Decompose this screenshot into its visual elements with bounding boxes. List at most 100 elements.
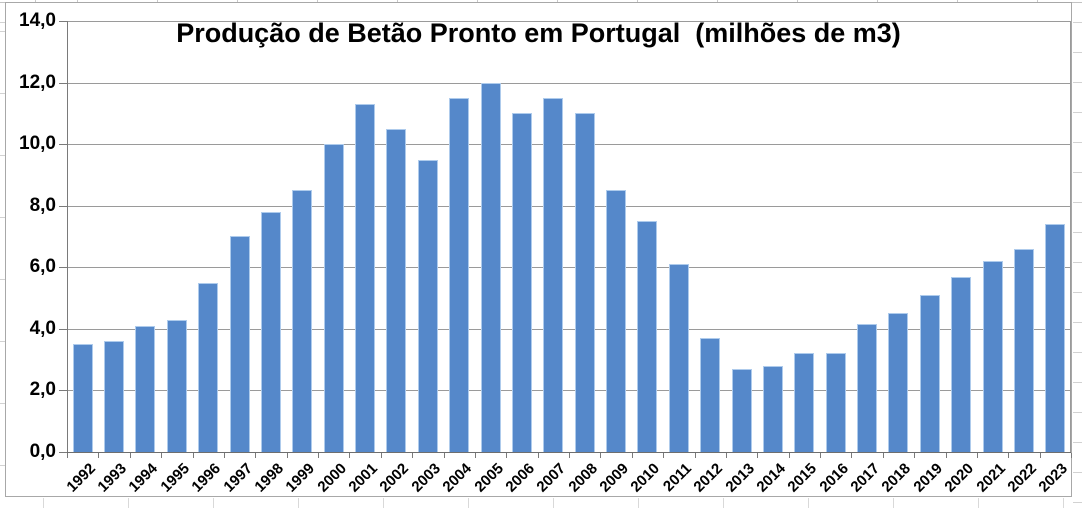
x-axis-label-2021: 2021 bbox=[973, 460, 1010, 496]
chart-title: Produção de Betão Pronto em Portugal (mi… bbox=[176, 18, 901, 48]
x-axis-tick bbox=[193, 453, 194, 458]
bar-2001 bbox=[355, 104, 375, 452]
x-axis-label-1995: 1995 bbox=[157, 460, 194, 496]
gridline-12 bbox=[67, 83, 1071, 84]
x-axis-tick bbox=[224, 453, 225, 458]
x-axis-label-2006: 2006 bbox=[502, 460, 539, 496]
x-axis-tick bbox=[98, 453, 99, 458]
x-axis-tick bbox=[726, 453, 727, 458]
x-axis-label-1998: 1998 bbox=[251, 460, 288, 496]
bar-2009 bbox=[606, 190, 626, 452]
bar-2016 bbox=[826, 353, 846, 452]
bar-1998 bbox=[261, 212, 281, 452]
x-axis-tick bbox=[349, 453, 350, 458]
x-axis-label-2003: 2003 bbox=[408, 460, 445, 496]
x-axis-label-2019: 2019 bbox=[910, 460, 947, 496]
x-axis-label-2015: 2015 bbox=[784, 460, 821, 496]
x-axis-tick bbox=[632, 453, 633, 458]
y-axis-label-6,0: 6,0 bbox=[29, 256, 56, 277]
x-axis-tick bbox=[569, 453, 570, 458]
x-axis-tick bbox=[67, 453, 68, 458]
x-axis-tick bbox=[789, 453, 790, 458]
x-axis-label-2002: 2002 bbox=[376, 460, 413, 496]
x-axis-label-2016: 2016 bbox=[816, 460, 853, 496]
x-axis-tick bbox=[757, 453, 758, 458]
x-axis-tick bbox=[318, 453, 319, 458]
y-axis-tick bbox=[59, 144, 67, 145]
y-axis-label-10,0: 10,0 bbox=[19, 133, 56, 154]
x-axis-label-1999: 1999 bbox=[282, 460, 319, 496]
y-axis-label-8,0: 8,0 bbox=[29, 195, 56, 216]
gridline-2 bbox=[67, 390, 1071, 391]
x-axis-tick bbox=[851, 453, 852, 458]
x-axis-line bbox=[67, 452, 1071, 453]
bar-1992 bbox=[73, 344, 93, 452]
x-axis-label-2020: 2020 bbox=[941, 460, 978, 496]
x-axis-label-2007: 2007 bbox=[533, 460, 570, 496]
bar-1993 bbox=[104, 341, 124, 452]
x-axis-tick bbox=[444, 453, 445, 458]
x-axis-label-1997: 1997 bbox=[220, 460, 257, 496]
gridline-14 bbox=[67, 21, 1071, 22]
bar-2007 bbox=[543, 98, 563, 452]
x-axis-tick bbox=[977, 453, 978, 458]
x-axis-label-2010: 2010 bbox=[627, 460, 664, 496]
gridline-8 bbox=[67, 206, 1071, 207]
x-axis-tick bbox=[883, 453, 884, 458]
x-axis-tick bbox=[538, 453, 539, 458]
bar-2017 bbox=[857, 324, 877, 452]
x-axis-tick bbox=[914, 453, 915, 458]
bar-2020 bbox=[951, 277, 971, 452]
y-axis-tick bbox=[59, 329, 67, 330]
x-axis-tick bbox=[695, 453, 696, 458]
x-axis-label-2009: 2009 bbox=[596, 460, 633, 496]
y-axis-label-2,0: 2,0 bbox=[29, 379, 56, 400]
bar-2004 bbox=[449, 98, 469, 452]
bar-1995 bbox=[167, 320, 187, 452]
x-axis-tick bbox=[946, 453, 947, 458]
bar-2021 bbox=[983, 261, 1003, 452]
x-axis-tick bbox=[475, 453, 476, 458]
sheet-column-gridlines-bottom bbox=[5, 498, 1073, 508]
x-axis-label-2001: 2001 bbox=[345, 460, 382, 496]
chart-frame: Produção de Betão Pronto em Portugal (mi… bbox=[5, 2, 1072, 497]
gridline-6 bbox=[67, 267, 1071, 268]
y-axis-label-0,0: 0,0 bbox=[29, 441, 56, 462]
y-axis-tick bbox=[59, 452, 67, 453]
gridline-4 bbox=[67, 329, 1071, 330]
x-axis-tick bbox=[1040, 453, 1041, 458]
bar-2008 bbox=[575, 113, 595, 452]
x-axis-label-2011: 2011 bbox=[659, 460, 696, 496]
x-axis-tick bbox=[161, 453, 162, 458]
x-axis-tick bbox=[255, 453, 256, 458]
y-axis-tick bbox=[59, 21, 67, 22]
x-axis-tick bbox=[600, 453, 601, 458]
bar-1999 bbox=[292, 190, 312, 452]
x-axis-label-2004: 2004 bbox=[439, 460, 476, 496]
x-axis-tick bbox=[1008, 453, 1009, 458]
x-axis-label-2017: 2017 bbox=[847, 460, 884, 496]
x-axis-label-2005: 2005 bbox=[471, 460, 508, 496]
bar-1997 bbox=[230, 236, 250, 452]
y-axis-tick bbox=[59, 390, 67, 391]
chart-area: Produção de Betão Pronto em Portugal (mi… bbox=[6, 3, 1072, 496]
bar-2015 bbox=[794, 353, 814, 452]
x-axis-tick bbox=[506, 453, 507, 458]
plot-area bbox=[67, 21, 1071, 452]
y-axis-tick bbox=[59, 206, 67, 207]
x-axis-tick bbox=[1071, 453, 1072, 458]
x-axis-tick bbox=[130, 453, 131, 458]
x-axis-tick bbox=[820, 453, 821, 458]
bar-2023 bbox=[1045, 224, 1065, 452]
x-axis-label-2000: 2000 bbox=[314, 460, 351, 496]
bar-2005 bbox=[481, 83, 501, 452]
x-axis-tick bbox=[412, 453, 413, 458]
bar-2012 bbox=[700, 338, 720, 452]
x-axis-label-1996: 1996 bbox=[188, 460, 225, 496]
x-axis-label-2008: 2008 bbox=[565, 460, 602, 496]
bar-1996 bbox=[198, 283, 218, 452]
y-axis-label-14,0: 14,0 bbox=[19, 10, 56, 31]
bar-2002 bbox=[386, 129, 406, 452]
sheet-column-gridlines-top bbox=[0, 0, 1082, 2]
x-axis-label-2013: 2013 bbox=[722, 460, 759, 496]
